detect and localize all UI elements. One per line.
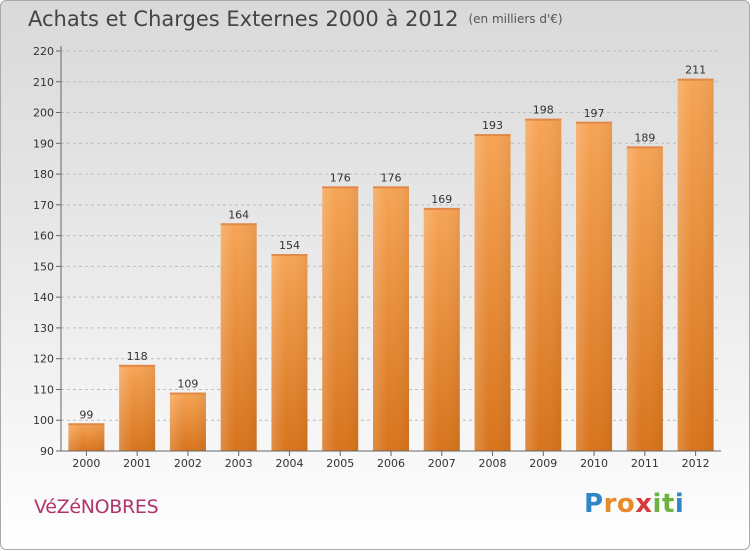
logo-letter: t [661,489,675,519]
y-tick-label: 90 [40,445,54,458]
data-label: 176 [381,171,402,184]
y-tick-label: 180 [33,168,54,181]
data-label: 164 [228,208,249,221]
x-tick-label: 2009 [529,457,557,470]
logo-letter: i [674,489,685,519]
data-label: 189 [634,131,655,144]
logo-letter: x [635,489,653,519]
data-label: 169 [431,193,452,206]
x-tick-label: 2007 [428,457,456,470]
y-tick-label: 140 [33,291,54,304]
y-tick-label: 150 [33,260,54,273]
x-tick-label: 2001 [123,457,151,470]
bar-cap [423,207,460,210]
bar-shine [373,186,409,451]
bar-shine [474,134,511,452]
bar-shine [68,423,105,451]
x-tick-label: 2012 [682,457,710,470]
bar-shine [220,223,257,451]
bar-shine [677,78,714,451]
data-label: 193 [482,119,503,132]
x-tick-label: 2005 [326,457,354,470]
logo-letter: i [652,489,662,519]
x-tick-label: 2003 [225,457,253,470]
bar-cap [373,186,409,189]
bar-cap [68,423,105,426]
bar-cap [169,392,206,395]
y-tick-label: 170 [33,199,54,212]
y-tick-label: 190 [33,137,54,150]
commune-name: VéZéNOBRES [34,496,159,518]
bar-cap [220,223,257,226]
y-tick-label: 130 [33,322,54,335]
data-label: 176 [330,171,351,184]
chart-title: Achats et Charges Externes 2000 à 2012 (e… [28,7,563,31]
bar-cap [474,134,511,137]
y-tick-label: 160 [33,230,54,243]
data-label: 99 [79,408,93,421]
data-label: 198 [533,104,554,117]
data-label: 118 [127,350,148,363]
x-tick-label: 2002 [174,457,202,470]
y-tick-label: 120 [33,353,54,366]
proxiti-logo: Proxiti [584,489,684,519]
bar-cap [322,186,359,189]
y-tick-label: 110 [33,383,54,396]
bar-cap [626,146,663,149]
y-tick-label: 210 [33,76,54,89]
bar-shine [626,146,663,451]
y-tick-label: 200 [33,107,54,120]
bar-shine [423,207,460,451]
bar-shine [119,364,156,451]
x-tick-label: 2006 [377,457,405,470]
logo-letter: P [584,489,604,519]
x-tick-label: 2010 [580,457,608,470]
bar-shine [271,254,308,451]
x-tick-label: 2008 [479,457,507,470]
bar-cap [525,118,562,121]
bar-cap [576,121,613,124]
chart-subtitle: (en milliers d'€) [468,12,563,26]
data-label: 109 [177,378,198,391]
logo-letter: r [603,489,617,519]
bar-cap [677,78,714,81]
bar-shine [322,186,359,451]
x-tick-label: 2004 [275,457,303,470]
bar-shine [576,121,613,452]
bar-cap [119,364,156,367]
title-text: Achats et Charges Externes 2000 à 2012 [28,7,459,31]
x-tick-label: 2011 [631,457,659,470]
logo-letter: o [616,489,636,519]
y-tick-label: 220 [33,45,54,58]
data-label: 211 [685,64,706,77]
x-tick-label: 2000 [72,457,100,470]
data-label: 197 [584,107,605,120]
bar-cap [271,254,308,257]
bar-shine [525,118,562,451]
data-label: 154 [279,239,300,252]
bar-shine [169,392,206,451]
y-tick-label: 100 [33,414,54,427]
